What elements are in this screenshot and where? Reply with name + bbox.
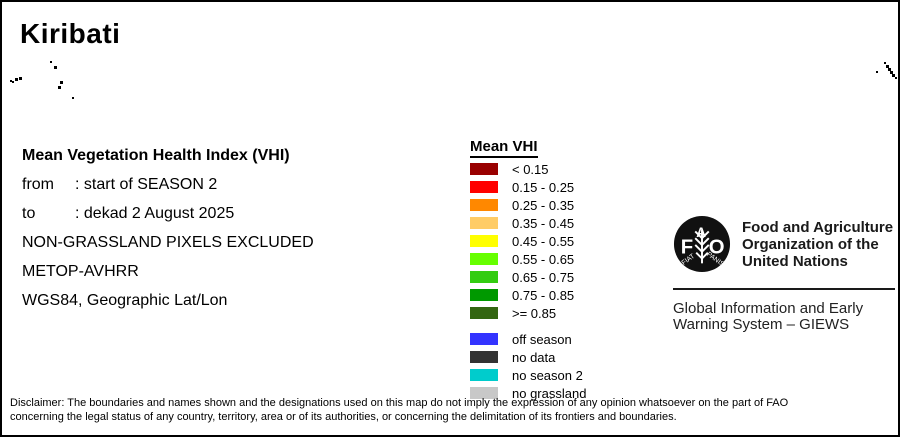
legend-row: 0.25 - 0.35 <box>470 197 586 213</box>
legend-label: 0.55 - 0.65 <box>512 251 575 267</box>
fao-org-name: Food and Agriculture Organization of the… <box>742 219 893 270</box>
legend-swatch <box>470 253 498 265</box>
info-label-from: from <box>22 176 54 193</box>
island-dot <box>19 77 22 80</box>
disclaimer-line: concerning the legal status of any count… <box>10 411 677 423</box>
legend-swatch <box>470 351 498 363</box>
island-dot <box>50 61 52 63</box>
island-dot <box>892 74 895 77</box>
legend-swatch <box>470 271 498 283</box>
legend-row: no data <box>470 349 586 365</box>
fao-org-line: Food and Agriculture <box>742 219 894 236</box>
island-dot <box>884 62 886 64</box>
island-dot <box>895 77 897 79</box>
island-dot <box>15 78 18 81</box>
legend-label: 0.15 - 0.25 <box>512 179 575 195</box>
map-info: Mean Vegetation Health Index (VHI) from:… <box>22 141 314 315</box>
legend-row: 0.45 - 0.55 <box>470 233 586 249</box>
legend-label: 0.35 - 0.45 <box>512 215 575 231</box>
legend-row: 0.35 - 0.45 <box>470 215 586 231</box>
legend-label: off season <box>512 331 572 347</box>
info-value-to: : dekad 2 August 2025 <box>75 205 235 222</box>
island-dot <box>72 97 74 99</box>
disclaimer: Disclaimer: The boundaries and names sho… <box>10 396 894 424</box>
legend-row: no grassland <box>470 385 587 401</box>
legend-row: 0.15 - 0.25 <box>470 179 586 195</box>
legend-label: >= 0.85 <box>512 305 557 321</box>
wheat-ear-icon <box>694 229 710 264</box>
legend-swatch <box>470 181 498 193</box>
giews-name: Global Information and Early Warning Sys… <box>673 301 863 333</box>
info-line-to: to : dekad 2 August 2025 <box>22 199 314 228</box>
info-line-from: from : start of SEASON 2 <box>22 170 314 199</box>
fao-letter-a: A <box>696 225 706 240</box>
legend-swatch <box>470 387 498 399</box>
island-dot <box>890 71 893 74</box>
legend-row: 0.75 - 0.85 <box>470 287 586 303</box>
legend-class-rows: < 0.15 0.15 - 0.25 0.25 - 0.35 0.35 - 0.45 0… <box>470 161 586 321</box>
giews-line: Warning System – GIEWS <box>673 316 850 333</box>
legend-row: off season <box>470 331 586 347</box>
legend-title: Mean VHI <box>470 138 538 158</box>
disclaimer-line: Disclaimer: The boundaries and names sho… <box>10 397 789 409</box>
info-value-from: : start of SEASON 2 <box>75 176 218 193</box>
page-title: Kiribati <box>20 18 121 49</box>
legend-extra-rows: off season no data no season 2 no grassland <box>470 331 587 401</box>
info-line-projection: WGS84, Geographic Lat/Lon <box>22 292 228 309</box>
legend-row: 0.55 - 0.65 <box>470 251 586 267</box>
legend-label: 0.75 - 0.85 <box>512 287 575 303</box>
legend-swatch <box>470 199 498 211</box>
island-dot <box>54 66 57 69</box>
legend-swatch <box>470 163 498 175</box>
legend-swatch <box>470 307 498 319</box>
fao-divider <box>673 288 895 290</box>
legend-row: < 0.15 <box>470 161 586 177</box>
fao-letter-f: F <box>681 237 693 259</box>
info-line-sensor: METOP-AVHRR <box>22 263 139 280</box>
info-line-pixels: NON-GRASSLAND PIXELS EXCLUDED <box>22 234 314 251</box>
vhi-legend: Mean VHI < 0.15 0.15 - 0.25 0.25 - 0.35 0.3… <box>470 138 586 405</box>
island-dot <box>60 81 63 84</box>
legend-label: 0.65 - 0.75 <box>512 269 575 285</box>
island-dot <box>876 71 878 73</box>
giews-line: Global Information and Early <box>673 300 864 317</box>
legend-label: no grassland <box>512 385 587 401</box>
legend-swatch <box>470 333 498 345</box>
island-dot <box>886 65 889 68</box>
legend-swatch <box>470 369 498 381</box>
fao-logo-icon: F O A FIAT PANIS <box>673 215 731 273</box>
fao-org-line: Organization of the <box>742 236 879 253</box>
info-heading: Mean Vegetation Health Index (VHI) <box>22 147 290 164</box>
legend-swatch <box>470 289 498 301</box>
fao-org-line: United Nations <box>742 253 848 270</box>
island-dot <box>10 80 12 82</box>
island-dot <box>58 86 61 89</box>
island-dot <box>12 81 14 83</box>
legend-swatch <box>470 217 498 229</box>
fao-letter-o: O <box>709 237 725 259</box>
legend-label: no data <box>512 349 556 365</box>
legend-row: >= 0.85 <box>470 305 586 321</box>
legend-swatch <box>470 235 498 247</box>
legend-label: no season 2 <box>512 367 583 383</box>
legend-label: 0.45 - 0.55 <box>512 233 575 249</box>
island-dot <box>888 68 891 71</box>
legend-label: 0.25 - 0.35 <box>512 197 575 213</box>
info-label-to: to <box>22 205 36 222</box>
legend-row: 0.65 - 0.75 <box>470 269 586 285</box>
legend-row: no season 2 <box>470 367 586 383</box>
legend-label: < 0.15 <box>512 161 549 177</box>
